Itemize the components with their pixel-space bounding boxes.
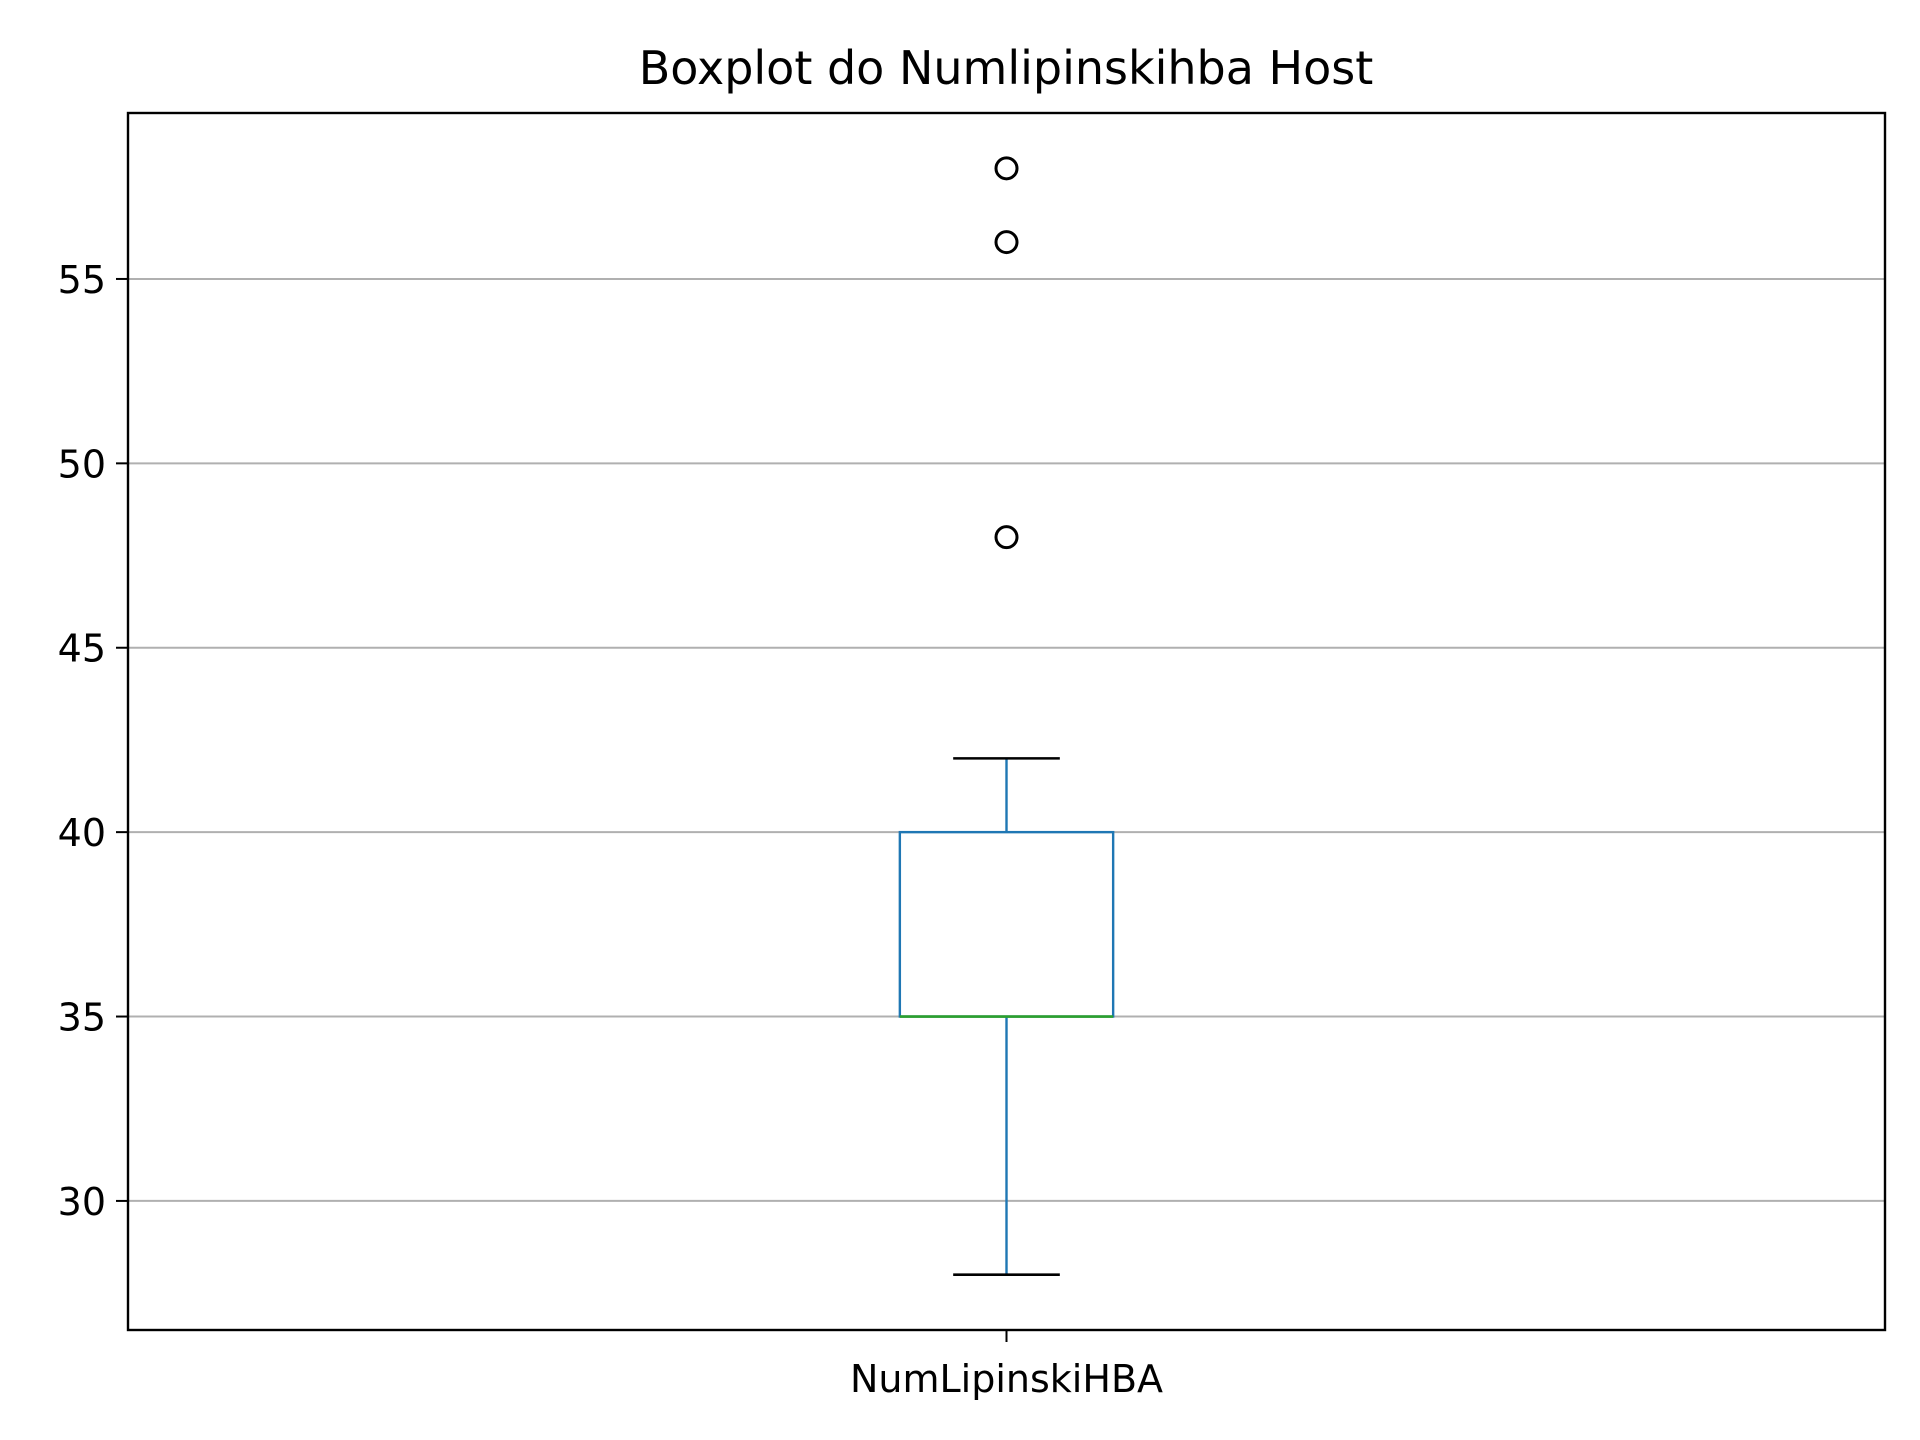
y-tick-label: 30 <box>58 1180 106 1224</box>
outlier-point <box>994 525 1019 550</box>
box-iqr <box>898 830 1115 1018</box>
y-tick-label: 45 <box>58 627 106 671</box>
y-tick-label: 50 <box>58 442 106 486</box>
y-axis: 30 35 40 45 50 55 <box>58 258 128 1224</box>
outlier-point <box>994 230 1019 255</box>
chart-title: Boxplot do Numlipinskihba Host <box>639 41 1374 95</box>
outlier-point <box>994 156 1019 181</box>
x-tick-label: NumLipinskiHBA <box>850 1357 1163 1401</box>
x-axis: NumLipinskiHBA <box>850 1330 1163 1401</box>
y-tick-label: 55 <box>58 258 106 302</box>
y-tick-label: 40 <box>58 811 106 855</box>
y-tick-label: 35 <box>58 996 106 1040</box>
box-plots <box>898 156 1115 1276</box>
